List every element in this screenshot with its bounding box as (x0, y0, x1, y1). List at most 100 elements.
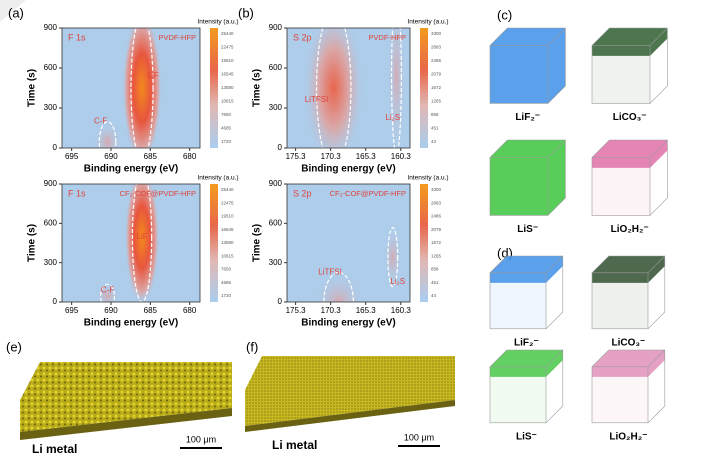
cube-label: LiO₂H₂⁻ (609, 431, 647, 442)
x-tick-label: 695 (65, 306, 79, 315)
cube: LiCO₃⁻ (591, 255, 666, 348)
colorbar-tick-label: 2486 (431, 214, 442, 219)
panel-label: (f) (246, 339, 258, 354)
peak-label: Li₂S (390, 277, 405, 286)
colorbar-tick-label: 451 (431, 126, 439, 131)
sample-label: CF₂-COF@PVDF-HFP (330, 189, 406, 198)
caption: Li metal (272, 438, 317, 452)
colorbar-tick-label: 858 (431, 112, 439, 117)
colorbar-tick-label: 7650 (221, 267, 232, 272)
colorbar-tick-label: 16545 (221, 72, 234, 77)
colorbar-tick-label: 10615 (221, 99, 234, 104)
y-tick-label: 600 (269, 63, 283, 72)
panel-label: (c) (497, 7, 512, 22)
panel-label: (b) (238, 5, 254, 20)
peak-label: LiTFSI (305, 95, 329, 104)
cube: LiS⁻ (489, 349, 564, 442)
heatmap: LiTFSI Li₂S S 2p CF₂-COF@PVDF-HFP 175.3 170.3… (252, 175, 449, 329)
cube-fill (592, 256, 665, 283)
peak-intensity (387, 28, 406, 148)
y-tick-label: 900 (269, 23, 283, 32)
colorbar-tick-label: 3300 (431, 31, 442, 36)
cube-edge (591, 366, 649, 424)
colorbar-tick-label: 22475 (221, 45, 234, 50)
x-tick-label: 165.3 (356, 152, 377, 161)
cube-edge (547, 139, 566, 158)
colorbar-tick-label: 3300 (431, 187, 442, 192)
cube-edge (547, 27, 566, 46)
peak-intensity (122, 28, 162, 148)
x-axis-label: Binding energy (eV) (301, 164, 395, 175)
cube-edge (647, 349, 666, 368)
colorbar (210, 184, 218, 302)
cube-edge (591, 157, 651, 216)
li-surface (245, 356, 455, 426)
peaks (95, 184, 160, 302)
colorbar-tick-label: 1720 (221, 293, 232, 298)
peak-label: LiF (148, 71, 159, 80)
colorbar-tick-label: 2893 (431, 200, 442, 205)
y-axis-label: Time (s) (27, 69, 38, 107)
panel-label: (e) (6, 339, 22, 354)
sample-label: PVDF-HFP (369, 33, 407, 42)
cube-fade (490, 282, 546, 329)
cube: LiF₂⁻ (489, 27, 566, 123)
cube-edge (489, 157, 549, 216)
colorbar-tick-label: 4685 (221, 280, 232, 285)
y-tick-label: 300 (44, 103, 58, 112)
cube-edge (545, 255, 564, 274)
peak-outline (98, 121, 117, 148)
y-tick-label: 300 (44, 258, 58, 267)
cube: LiF₂⁻ (489, 255, 564, 348)
x-axis-label: Binding energy (eV) (84, 164, 178, 175)
y-tick-label: 600 (44, 63, 58, 72)
colorbar (210, 28, 218, 148)
peak-label: C-F (101, 285, 114, 294)
y-tick-label: 900 (44, 179, 58, 188)
cube-label: LiF₂⁻ (514, 337, 539, 348)
peak-intensity (312, 271, 366, 302)
cube-fill (592, 28, 668, 56)
colorbar-title: Intensity (a.u.) (407, 19, 448, 26)
y-tick-label: 300 (269, 258, 283, 267)
y-tick-label: 900 (44, 23, 58, 32)
colorbar-tick-label: 25440 (221, 187, 234, 192)
colorbar (420, 28, 428, 148)
colorbar-tick-label: 1672 (431, 240, 442, 245)
x-tick-label: 690 (104, 306, 118, 315)
cube-label: LiF₂⁻ (515, 112, 540, 123)
x-tick-label: 175.3 (286, 152, 307, 161)
y-tick-label: 0 (278, 297, 283, 306)
element-tag: F 1s (68, 32, 86, 42)
x-tick-label: 680 (183, 306, 197, 315)
cube-fill (592, 350, 665, 377)
y-tick-label: 0 (53, 143, 58, 152)
peaks (92, 28, 162, 148)
x-tick-label: 685 (144, 152, 158, 161)
x-tick-label: 680 (183, 152, 197, 161)
colorbar-tick-label: 1720 (221, 139, 232, 144)
colorbar-tick-label: 44 (431, 139, 437, 144)
cube-fill (592, 140, 668, 168)
colorbar-tick-label: 2893 (431, 45, 442, 50)
colorbar-tick-label: 2079 (431, 72, 442, 77)
cube-edge (649, 139, 668, 158)
cube-label: LiO₂H₂⁻ (611, 224, 649, 235)
y-axis-label: Time (s) (252, 224, 263, 262)
cube: LiO₂H₂⁻ (591, 349, 666, 442)
cube-label: LiCO₃⁻ (613, 112, 647, 123)
cube-label: LiS⁻ (517, 224, 538, 235)
plot-frame (286, 27, 411, 149)
cube-fade (592, 167, 650, 216)
peak-label: LiTFSI (318, 268, 342, 277)
heatmap: LiTFSI Li₂S S 2p PVDF-HFP 175.3 170.3 165.3 160… (252, 19, 449, 175)
colorbar-title: Intensity (a.u.) (197, 175, 238, 182)
element-tag: F 1s (68, 188, 86, 198)
heatmap: C-F LiF F 1s PVDF-HFP 695 690 685 680 0 300 600 900… (27, 19, 239, 175)
peaks (302, 28, 406, 148)
peak-outline (130, 28, 154, 148)
cube: LiS⁻ (489, 139, 566, 235)
colorbar-tick-label: 1265 (431, 253, 442, 258)
y-axis-label: Time (s) (27, 224, 38, 262)
cube-fade (592, 55, 650, 104)
